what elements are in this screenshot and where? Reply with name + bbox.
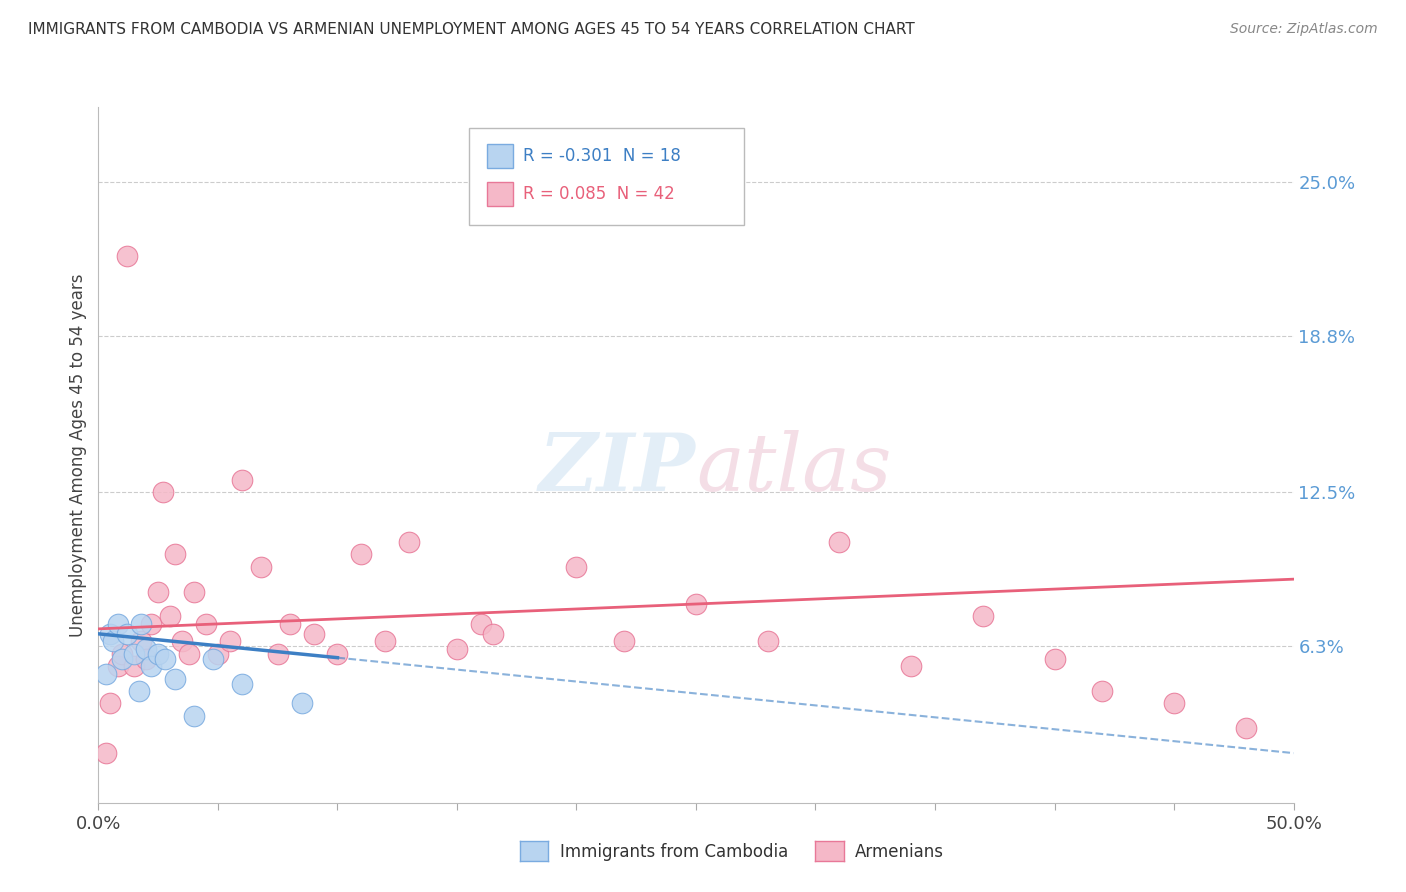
Point	[231, 473, 253, 487]
Point	[155, 651, 177, 665]
Point	[139, 616, 162, 631]
Point	[179, 647, 201, 661]
Point	[159, 609, 181, 624]
Point	[152, 485, 174, 500]
Text: Immigrants from Cambodia: Immigrants from Cambodia	[560, 843, 787, 861]
Point	[163, 672, 186, 686]
Bar	[486, 144, 513, 168]
Point	[972, 609, 994, 624]
Point	[290, 697, 312, 711]
Point	[207, 647, 229, 661]
Point	[139, 659, 162, 673]
Text: Armenians: Armenians	[855, 843, 943, 861]
Point	[124, 659, 146, 673]
Point	[172, 634, 194, 648]
Text: atlas: atlas	[696, 430, 891, 508]
Point	[148, 647, 170, 661]
Point	[94, 666, 117, 681]
Point	[1234, 721, 1257, 735]
Point	[107, 616, 129, 631]
Text: Source: ZipAtlas.com: Source: ZipAtlas.com	[1230, 22, 1378, 37]
Point	[350, 547, 373, 561]
Text: R = 0.085  N = 42: R = 0.085 N = 42	[523, 185, 675, 203]
Point	[278, 616, 301, 631]
Point	[1043, 651, 1066, 665]
Text: R = -0.301  N = 18: R = -0.301 N = 18	[523, 147, 681, 165]
Point	[250, 559, 273, 574]
Y-axis label: Unemployment Among Ages 45 to 54 years: Unemployment Among Ages 45 to 54 years	[69, 273, 87, 637]
Point	[183, 584, 205, 599]
Point	[111, 651, 134, 665]
Point	[131, 616, 153, 631]
Point	[900, 659, 922, 673]
Point	[1091, 684, 1114, 698]
Point	[565, 559, 588, 574]
Point	[481, 627, 505, 641]
Point	[685, 597, 707, 611]
Point	[613, 634, 636, 648]
Point	[124, 647, 146, 661]
Point	[98, 697, 122, 711]
Point	[135, 641, 157, 656]
Point	[374, 634, 396, 648]
Point	[326, 647, 349, 661]
Point	[756, 634, 779, 648]
Point	[183, 708, 205, 723]
Point	[115, 627, 138, 641]
Point	[115, 249, 138, 263]
Point	[231, 676, 253, 690]
Text: IMMIGRANTS FROM CAMBODIA VS ARMENIAN UNEMPLOYMENT AMONG AGES 45 TO 54 YEARS CORR: IMMIGRANTS FROM CAMBODIA VS ARMENIAN UNE…	[28, 22, 915, 37]
Point	[131, 634, 153, 648]
Text: ZIP: ZIP	[538, 430, 696, 508]
Point	[111, 647, 134, 661]
Point	[219, 634, 242, 648]
Point	[828, 535, 851, 549]
Point	[398, 535, 420, 549]
Point	[470, 616, 492, 631]
Point	[446, 641, 468, 656]
Point	[302, 627, 325, 641]
Point	[94, 746, 117, 760]
Point	[135, 651, 157, 665]
Point	[148, 584, 170, 599]
Point	[202, 651, 225, 665]
Point	[194, 616, 217, 631]
Bar	[486, 182, 513, 206]
Point	[1163, 697, 1185, 711]
Point	[98, 627, 122, 641]
Point	[107, 659, 129, 673]
FancyBboxPatch shape	[470, 128, 744, 226]
Point	[267, 647, 290, 661]
Point	[128, 684, 150, 698]
Point	[163, 547, 186, 561]
Point	[101, 634, 124, 648]
